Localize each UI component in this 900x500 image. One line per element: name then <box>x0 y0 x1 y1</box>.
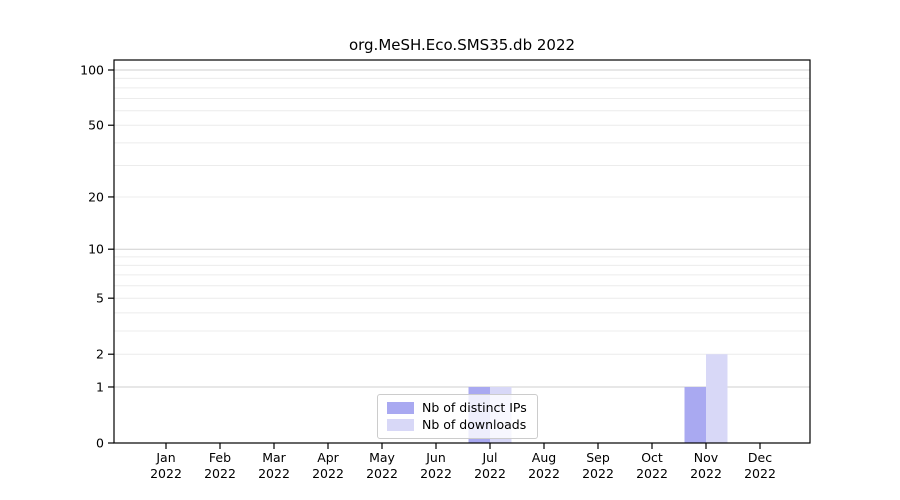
x-tick-label-year: 2022 <box>636 466 668 481</box>
y-tick-label: 2 <box>96 347 104 362</box>
x-tick-label-year: 2022 <box>474 466 506 481</box>
x-tick-label-year: 2022 <box>528 466 560 481</box>
x-tick-label-month: Apr <box>317 450 339 465</box>
legend-swatch-downloads-icon <box>387 419 414 431</box>
legend-label-distinct-ips: Nb of distinct IPs <box>422 400 527 415</box>
legend: Nb of distinct IPs Nb of downloads <box>377 394 538 439</box>
x-tick-label-month: Feb <box>209 450 231 465</box>
x-tick-label-year: 2022 <box>258 466 290 481</box>
x-tick-label-month: Nov <box>694 450 719 465</box>
x-tick-label-month: Sep <box>586 450 610 465</box>
legend-swatch-distinct-ips-icon <box>387 402 414 414</box>
x-tick-label-month: Dec <box>748 450 772 465</box>
x-tick-label-month: Oct <box>641 450 663 465</box>
x-tick-label-year: 2022 <box>204 466 236 481</box>
y-tick-label: 20 <box>88 189 104 204</box>
x-tick-label-year: 2022 <box>582 466 614 481</box>
x-tick-label-month: May <box>369 450 395 465</box>
y-tick-label: 50 <box>88 118 104 133</box>
bar-distinct-ips-nov <box>684 386 706 443</box>
x-tick-label-year: 2022 <box>150 466 182 481</box>
y-tick-label: 1 <box>96 379 104 394</box>
x-tick-label-year: 2022 <box>366 466 398 481</box>
x-tick-label-year: 2022 <box>420 466 452 481</box>
legend-item-distinct-ips: Nb of distinct IPs <box>387 401 527 415</box>
x-tick-label-month: Jan <box>155 450 175 465</box>
y-tick-label: 100 <box>80 63 104 78</box>
legend-item-downloads: Nb of downloads <box>387 418 527 432</box>
chart-title: org.MeSH.Eco.SMS35.db 2022 <box>348 36 576 54</box>
x-tick-label-month: Aug <box>532 450 556 465</box>
bar-downloads-nov <box>706 354 728 443</box>
x-tick-label-month: Mar <box>262 450 286 465</box>
y-tick-label: 0 <box>96 436 104 451</box>
x-tick-label-month: Jul <box>481 450 497 465</box>
x-tick-label-month: Jun <box>425 450 446 465</box>
y-tick-label: 5 <box>96 291 104 306</box>
axes-box <box>113 59 811 444</box>
legend-label-downloads: Nb of downloads <box>422 417 527 432</box>
x-tick-label-year: 2022 <box>690 466 722 481</box>
x-tick-label-year: 2022 <box>312 466 344 481</box>
x-tick-label-year: 2022 <box>744 466 776 481</box>
y-tick-label: 10 <box>88 242 104 257</box>
